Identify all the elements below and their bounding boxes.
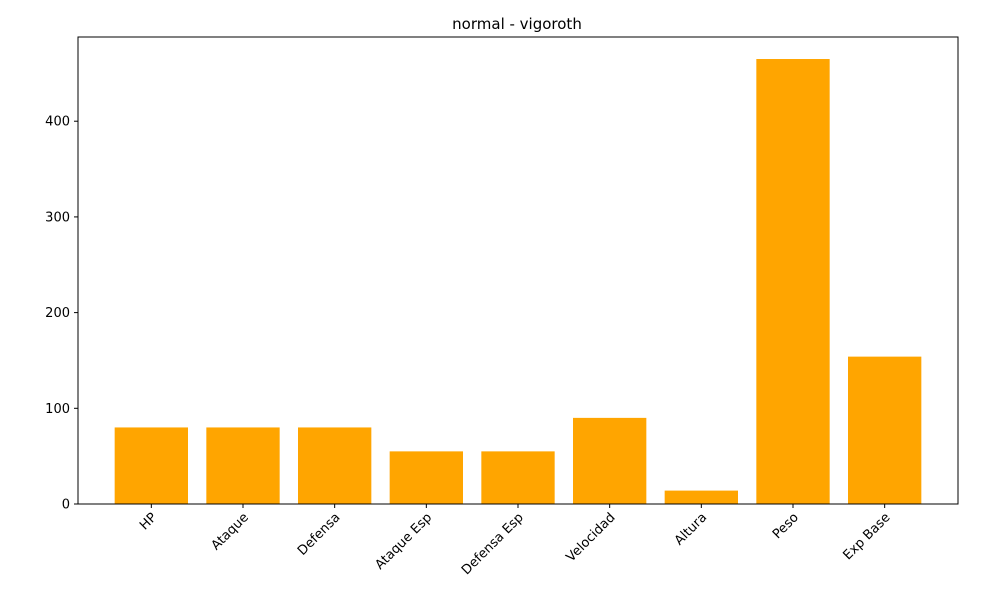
y-tick-label: 400 <box>45 115 70 130</box>
bar-exp-base <box>848 356 922 504</box>
chart-title: normal - vigoroth <box>452 15 582 33</box>
bar-defensa <box>298 427 372 504</box>
bar-velocidad <box>573 417 647 504</box>
y-axis: 0 100 200 300 400 <box>45 115 78 513</box>
plot-frame <box>77 36 959 505</box>
bar-hp <box>114 427 188 504</box>
bar-ataque <box>206 427 280 504</box>
bar-altura <box>664 490 738 504</box>
y-tick-label: 0 <box>62 498 70 513</box>
bar-peso <box>756 59 830 504</box>
bar-ataque-esp <box>389 451 463 504</box>
y-tick-label: 100 <box>45 402 70 417</box>
y-tick-label: 200 <box>45 306 70 321</box>
bar-defensa-esp <box>481 451 555 504</box>
y-tick-label: 300 <box>45 210 70 225</box>
bars-group <box>114 59 922 504</box>
